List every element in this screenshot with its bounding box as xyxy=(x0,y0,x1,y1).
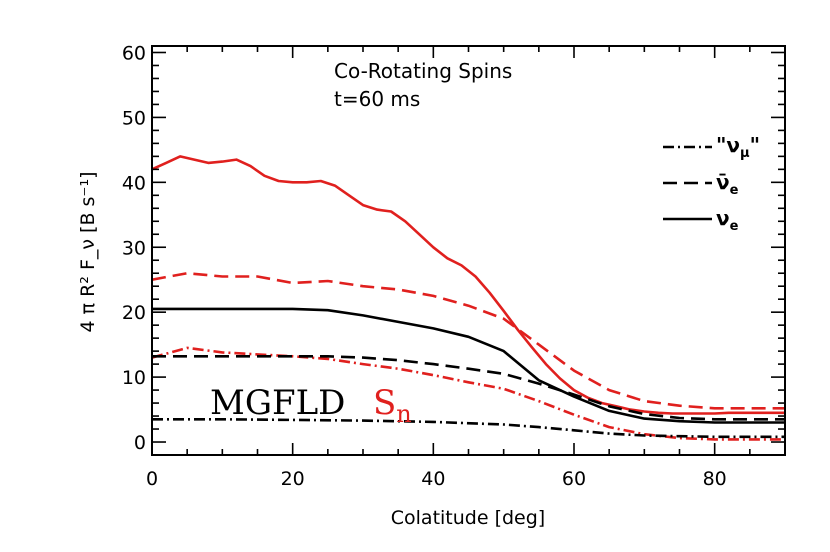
legend-label-numu: "νμ" xyxy=(716,133,760,161)
series-sn-nu-mu xyxy=(152,346,785,441)
x-axis-title: Colatitude [deg] xyxy=(391,507,545,529)
tick-labels-layer: 0 20 40 60 80 0 10 20 30 40 50 60 xyxy=(122,42,727,490)
x-tick-label: 0 xyxy=(146,468,158,490)
series-layer xyxy=(152,155,785,441)
y-tick-label: 50 xyxy=(122,107,146,129)
x-tick-label: 40 xyxy=(421,468,445,490)
annotation-line-1: Co-Rotating Spins xyxy=(334,59,512,83)
x-tick-label: 80 xyxy=(703,468,727,490)
legend-label-nue: νe xyxy=(716,206,739,234)
legend-label-nuebar: ν̄e xyxy=(716,170,739,198)
label-mgfld: MGFLD xyxy=(210,383,345,423)
y-axis-title: 4 π R² F_ν [B s⁻¹] xyxy=(77,172,99,333)
series-sn-nu-e-bar xyxy=(152,271,785,410)
label-sn: Sn xyxy=(373,383,412,428)
legend: "νμ" ν̄e νe xyxy=(663,133,760,234)
y-tick-label: 40 xyxy=(122,172,146,194)
series-mgfld-nu-e xyxy=(152,307,785,424)
x-tick-label: 20 xyxy=(281,468,305,490)
series-mgfld-nu-e-bar xyxy=(152,354,785,421)
y-tick-label: 0 xyxy=(134,432,146,454)
y-tick-label: 10 xyxy=(122,367,146,389)
x-tick-label: 60 xyxy=(562,468,586,490)
annotation-line-2: t=60 ms xyxy=(334,87,420,111)
series-mgfld-nu-mu xyxy=(152,417,785,439)
series-sn-nu-e xyxy=(152,155,785,415)
y-tick-label: 20 xyxy=(122,302,146,324)
y-tick-label: 30 xyxy=(122,237,146,259)
ticks-layer xyxy=(151,46,786,455)
y-tick-label: 60 xyxy=(122,42,146,64)
